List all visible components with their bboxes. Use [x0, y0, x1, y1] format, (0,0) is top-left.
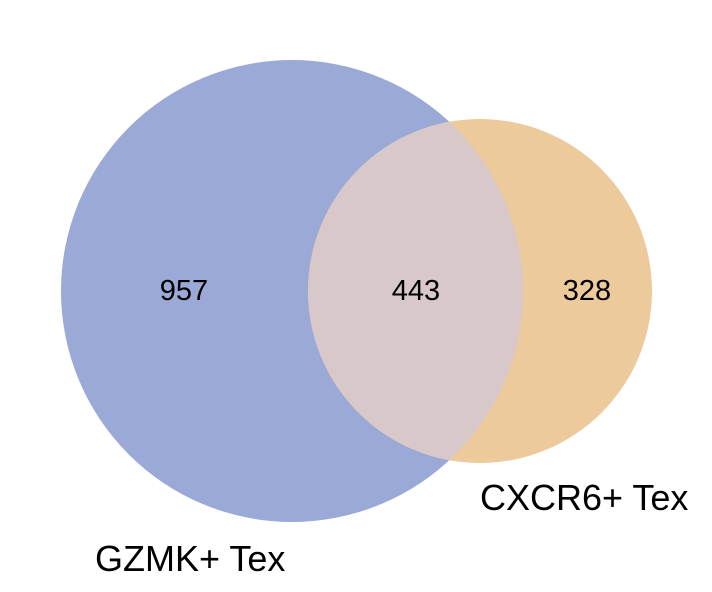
set-b-only-count: 328	[563, 275, 611, 307]
intersection-count: 443	[392, 275, 440, 307]
intersection-region	[308, 119, 523, 463]
set-b-label: CXCR6+ Tex	[480, 477, 688, 518]
set-a-only-count: 957	[160, 275, 208, 307]
set-a-label: GZMK+ Tex	[95, 538, 285, 579]
